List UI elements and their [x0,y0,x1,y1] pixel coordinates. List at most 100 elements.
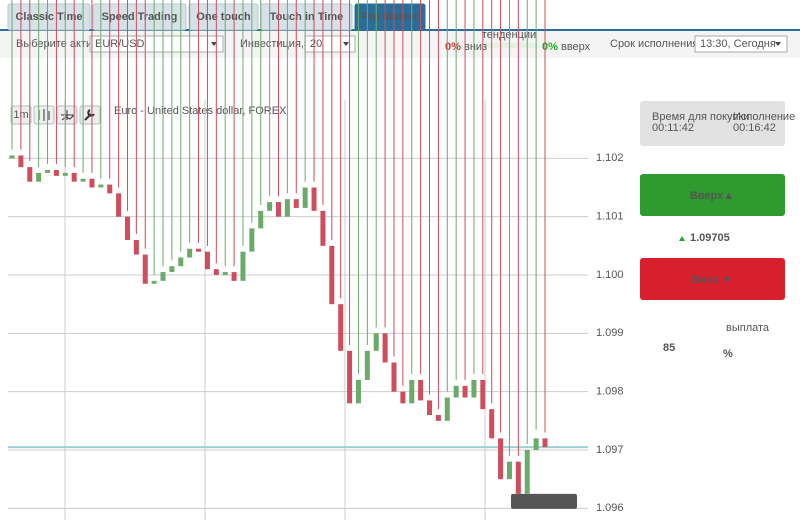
dropdown-arrow [343,42,349,46]
candle-body [267,202,273,211]
candle-body [284,199,290,217]
asset-label: Выберите актив [16,38,98,50]
candle-body [80,178,86,182]
candle-body [533,438,539,450]
candle-body [213,269,219,275]
payout: 85 [663,342,675,354]
y-tick-label: 1.102 [596,152,624,164]
candle-body [311,187,317,211]
candle-body [515,461,521,494]
expiry-time-label: Исполнение [733,111,795,123]
candle-body [506,461,512,480]
tab-label: Classic Time [15,11,82,23]
down-button[interactable] [640,258,785,300]
candle-body [151,280,157,284]
expiry-label: Срок исполнения: [610,38,701,50]
candle-body [462,385,468,398]
candle-body [276,202,281,217]
candle-body [124,216,130,240]
up-button-label: Вверх▲ [690,190,734,202]
y-tick-label: 1.096 [596,502,624,514]
candle-body [418,380,424,401]
candle-chart: 1.096 1.097 1.098 1.099 1.100 1.101 1.102 Low: … [8,0,624,514]
tab-label: One touch [196,11,251,23]
candle-body [89,178,95,188]
current-price: 1.09705 [690,232,730,244]
candle-body [240,251,246,281]
up-label: вверх [561,41,591,53]
payout-label: выплата [726,322,770,334]
candle-body [249,228,255,252]
candle-body [320,210,326,246]
candle-body [293,199,299,208]
chart-title: Euro - United States dollar, FOREX [114,105,287,117]
tab[interactable] [354,3,426,31]
tab-label: Pro Master [362,11,420,23]
candle-body [489,409,495,439]
low-label: Low: 1.09611 [511,496,576,508]
y-tick-label: 1.100 [596,269,624,281]
candle-body [542,438,548,448]
y-tick-label: 1.098 [596,386,624,398]
candle-body [444,397,450,421]
candle-body [222,272,228,275]
timer-box [640,101,785,146]
up-tick-icon [679,236,685,241]
expiry-select[interactable] [694,35,788,53]
down-pct: 0% [445,41,461,53]
candle-body [9,155,15,159]
candle-body [133,240,139,255]
candle-body [382,333,388,363]
chart-tools: 1m [10,105,101,125]
y-tick-label: 1.099 [596,327,624,339]
candle-body [53,170,59,176]
candle-body [116,193,122,217]
candle-body [98,184,104,188]
candle-body [160,272,166,281]
trend-down: 0% вниз [445,41,487,53]
candle-body [45,170,51,173]
tab-label: Touch in Time [270,11,344,23]
trend-up: 0% вверх [542,41,591,53]
y-tick-label: 1.097 [596,444,624,456]
icon [61,110,75,121]
buy-time: 00:11:42 [652,122,694,134]
candle-body [107,184,113,194]
down-button-label: Вниз ▼ [692,274,733,286]
candle-body [62,172,68,176]
candle-body [498,438,504,480]
candle-body [524,450,530,494]
candle-body [71,172,77,182]
candle-body [373,333,379,351]
candle-body [427,400,433,415]
candle-body [355,380,361,404]
trend-bar [482,43,538,48]
up-button[interactable] [640,174,785,216]
y-tick-label: 1.101 [596,211,624,223]
expiry-value: 13:30, Сегодня [700,38,776,50]
candle-body [204,251,210,270]
down-label: вниз [464,41,487,53]
candle-body [453,385,459,398]
candle-body [329,245,335,305]
tab[interactable] [188,3,259,31]
candle-body [258,210,264,229]
tab[interactable] [7,3,91,31]
tab-label: Speed Trading [102,11,178,23]
low-marker [511,493,577,509]
candle-body [196,248,202,252]
candle-body [400,391,406,404]
dropdown-arrow [211,42,217,46]
candle-body [231,272,237,281]
candle-body [347,350,353,404]
candle-body [18,155,24,168]
candle-body [302,187,308,208]
buy-time-label: Время для покупки [652,111,749,123]
candle-body [391,362,397,392]
investment-value: 20 [310,38,322,50]
icon [84,109,95,121]
candle-body [435,415,441,421]
expiry-time: 00:16:42 [733,122,776,134]
asset-value: EUR/USD [95,38,145,50]
